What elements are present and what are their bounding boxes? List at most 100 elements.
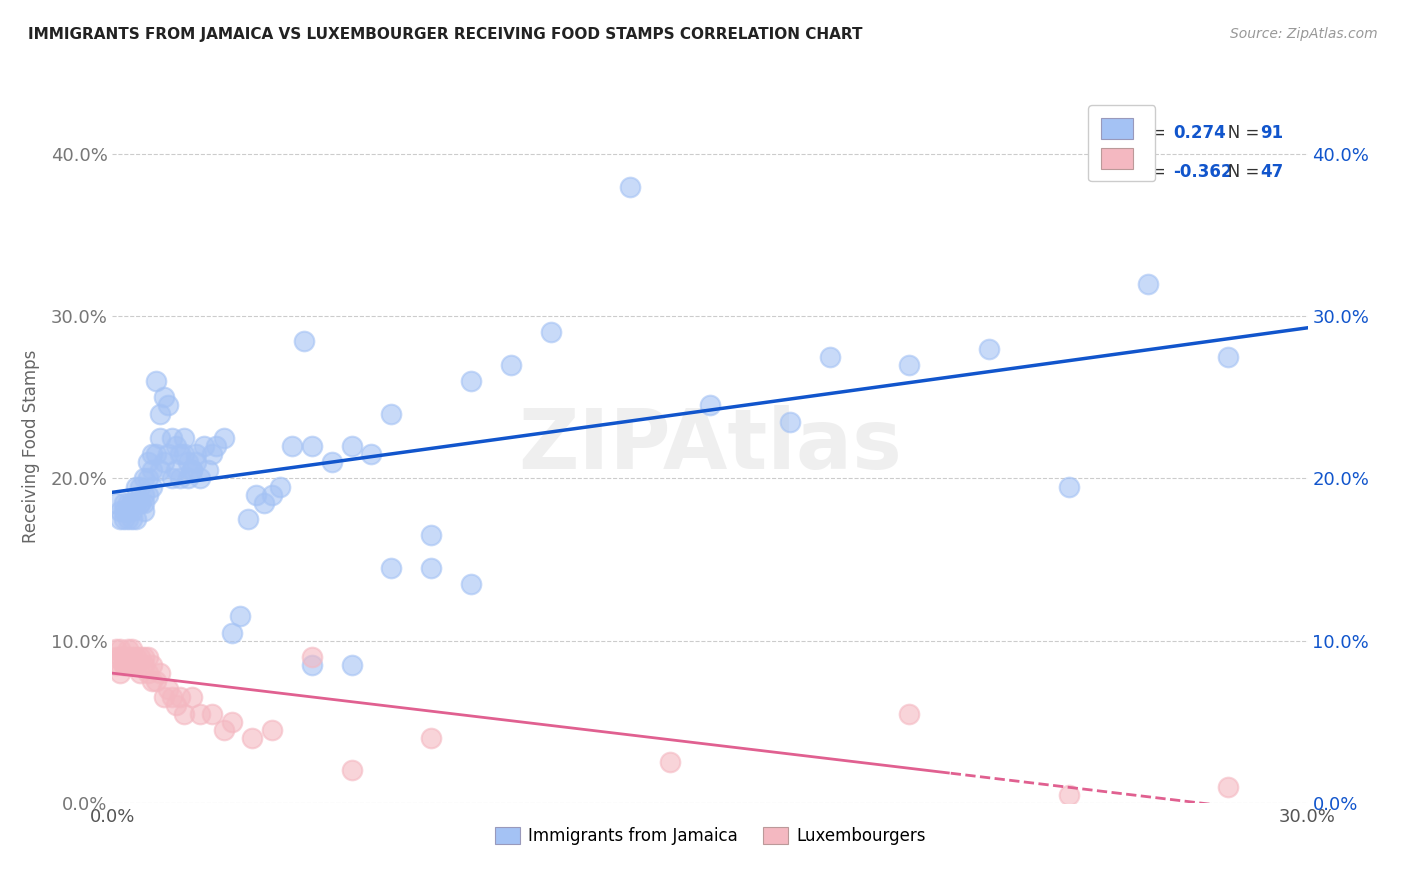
Point bbox=[188, 471, 211, 485]
Point bbox=[245, 488, 267, 502]
Point bbox=[105, 496, 128, 510]
Point bbox=[1137, 277, 1160, 291]
Point bbox=[114, 512, 135, 526]
Point bbox=[157, 399, 180, 413]
Point bbox=[145, 674, 167, 689]
Point bbox=[110, 504, 132, 518]
Point bbox=[153, 390, 176, 404]
Point bbox=[898, 706, 921, 721]
Point bbox=[125, 649, 148, 664]
Point bbox=[1057, 788, 1080, 802]
Point bbox=[162, 690, 183, 705]
Point bbox=[121, 496, 143, 510]
Point bbox=[977, 342, 1000, 356]
Point bbox=[138, 471, 160, 485]
Point bbox=[260, 488, 283, 502]
Point bbox=[205, 439, 228, 453]
Point bbox=[292, 334, 315, 348]
Point bbox=[157, 682, 180, 697]
Point bbox=[229, 609, 252, 624]
Point bbox=[157, 447, 180, 461]
Point bbox=[301, 649, 323, 664]
Point bbox=[145, 447, 167, 461]
Text: IMMIGRANTS FROM JAMAICA VS LUXEMBOURGER RECEIVING FOOD STAMPS CORRELATION CHART: IMMIGRANTS FROM JAMAICA VS LUXEMBOURGER … bbox=[28, 27, 863, 42]
Point bbox=[165, 439, 187, 453]
Point bbox=[134, 649, 156, 664]
Point bbox=[129, 479, 152, 493]
Point bbox=[138, 488, 160, 502]
Point bbox=[177, 471, 200, 485]
Point bbox=[125, 657, 148, 672]
Point bbox=[173, 431, 195, 445]
Point bbox=[173, 447, 195, 461]
Text: Source: ZipAtlas.com: Source: ZipAtlas.com bbox=[1230, 27, 1378, 41]
Text: 0.274: 0.274 bbox=[1173, 124, 1226, 142]
Point bbox=[181, 690, 204, 705]
Point bbox=[301, 657, 323, 672]
Point bbox=[181, 463, 204, 477]
Text: R =: R = bbox=[1135, 124, 1171, 142]
Point bbox=[138, 666, 160, 681]
Point bbox=[121, 512, 143, 526]
Point bbox=[340, 764, 363, 778]
Point bbox=[117, 504, 139, 518]
Point bbox=[340, 439, 363, 453]
Point bbox=[301, 439, 323, 453]
Point bbox=[125, 479, 148, 493]
Point bbox=[186, 447, 208, 461]
Point bbox=[114, 649, 135, 664]
Point bbox=[186, 455, 208, 469]
Point bbox=[117, 512, 139, 526]
Point bbox=[165, 698, 187, 713]
Text: -0.362: -0.362 bbox=[1173, 163, 1233, 181]
Point bbox=[125, 512, 148, 526]
Point bbox=[540, 326, 562, 340]
Point bbox=[169, 690, 191, 705]
Point bbox=[134, 488, 156, 502]
Point bbox=[114, 657, 135, 672]
Point bbox=[114, 657, 135, 672]
Point bbox=[125, 496, 148, 510]
Point bbox=[129, 649, 152, 664]
Point bbox=[141, 447, 163, 461]
Point bbox=[177, 455, 200, 469]
Point bbox=[260, 723, 283, 737]
Text: N =: N = bbox=[1212, 163, 1265, 181]
Point bbox=[129, 666, 152, 681]
Point bbox=[818, 350, 841, 364]
Point bbox=[149, 431, 172, 445]
Point bbox=[117, 496, 139, 510]
Point bbox=[699, 399, 721, 413]
Point bbox=[162, 471, 183, 485]
Text: R =: R = bbox=[1135, 163, 1171, 181]
Point bbox=[212, 723, 235, 737]
Point bbox=[141, 674, 163, 689]
Y-axis label: Receiving Food Stamps: Receiving Food Stamps bbox=[21, 350, 39, 542]
Text: 91: 91 bbox=[1260, 124, 1284, 142]
Point bbox=[779, 415, 801, 429]
Point bbox=[499, 358, 522, 372]
Point bbox=[181, 463, 204, 477]
Point bbox=[153, 455, 176, 469]
Point bbox=[114, 496, 135, 510]
Point bbox=[129, 496, 152, 510]
Point bbox=[134, 471, 156, 485]
Point bbox=[125, 496, 148, 510]
Point bbox=[117, 641, 139, 656]
Point bbox=[1057, 479, 1080, 493]
Point bbox=[121, 496, 143, 510]
Text: 47: 47 bbox=[1260, 163, 1284, 181]
Point bbox=[149, 463, 172, 477]
Point bbox=[420, 731, 443, 745]
Point bbox=[134, 496, 156, 510]
Point bbox=[121, 649, 143, 664]
Point bbox=[221, 625, 243, 640]
Point bbox=[221, 714, 243, 729]
Point bbox=[619, 179, 641, 194]
Point bbox=[659, 756, 682, 770]
Point bbox=[236, 512, 259, 526]
Point bbox=[460, 577, 482, 591]
Point bbox=[201, 706, 224, 721]
Point bbox=[105, 641, 128, 656]
Point bbox=[253, 496, 276, 510]
